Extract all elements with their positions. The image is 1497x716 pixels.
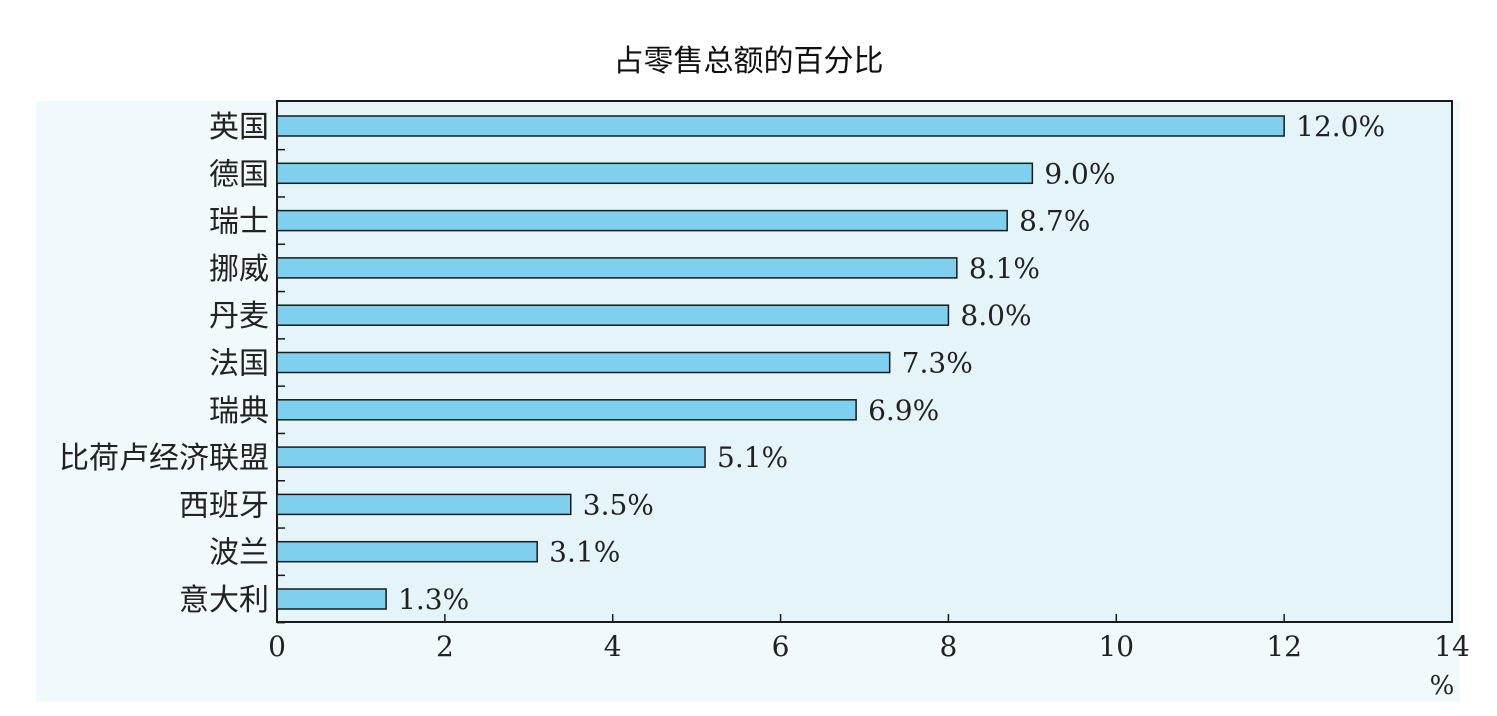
bar xyxy=(276,493,572,516)
data-label: 8.0% xyxy=(960,299,1031,332)
category-label: 意大利 xyxy=(179,583,269,618)
bar xyxy=(276,351,891,374)
x-tick-label: 0 xyxy=(268,630,286,663)
x-tick-label: 12 xyxy=(1266,630,1302,663)
bar xyxy=(276,446,706,468)
category-label: 西班牙 xyxy=(179,488,269,523)
x-tick-label: 4 xyxy=(604,630,622,663)
chart-title: 占零售总额的百分比 xyxy=(613,44,884,79)
labels-group: 英国 12.0% 德国 9.0% 瑞士 8.7% 挪威 8.1% 丹麦 8.0% 法国 7.3% 瑞典 6… xyxy=(59,110,1470,701)
category-label: 瑞典 xyxy=(209,394,269,429)
category-label: 丹麦 xyxy=(209,299,269,334)
x-tick-label: 10 xyxy=(1098,630,1134,663)
data-label: 5.1% xyxy=(717,441,788,474)
data-label: 8.7% xyxy=(1019,205,1090,238)
category-label: 挪威 xyxy=(209,252,269,287)
bar xyxy=(276,162,1034,185)
data-label: 8.1% xyxy=(969,252,1040,285)
category-label: 法国 xyxy=(209,347,269,382)
x-tick-label: 8 xyxy=(940,630,958,663)
bars-group xyxy=(276,115,1285,610)
x-tick-label: 14 xyxy=(1434,630,1470,663)
data-label: 3.5% xyxy=(583,488,654,521)
data-label: 12.0% xyxy=(1296,110,1385,143)
axes-group xyxy=(276,148,1453,624)
data-label: 9.0% xyxy=(1044,157,1115,190)
bar xyxy=(276,399,857,421)
bar xyxy=(276,588,387,610)
category-label: 波兰 xyxy=(209,536,269,571)
category-label: 英国 xyxy=(209,110,269,145)
x-tick-label: 6 xyxy=(772,630,790,663)
bar xyxy=(276,540,538,563)
data-label: 3.1% xyxy=(549,536,620,569)
x-tick-label: 2 xyxy=(436,630,454,663)
x-axis-unit-label: % xyxy=(1430,671,1455,701)
category-label: 德国 xyxy=(209,157,269,192)
data-label: 7.3% xyxy=(902,347,973,380)
category-label: 瑞士 xyxy=(209,205,269,240)
bar xyxy=(276,209,1008,232)
bar xyxy=(276,304,950,326)
bar xyxy=(276,115,1285,137)
data-label: 6.9% xyxy=(868,394,939,427)
category-label: 比荷卢经济联盟 xyxy=(59,441,269,476)
data-label: 1.3% xyxy=(398,583,469,616)
bar xyxy=(276,257,958,279)
